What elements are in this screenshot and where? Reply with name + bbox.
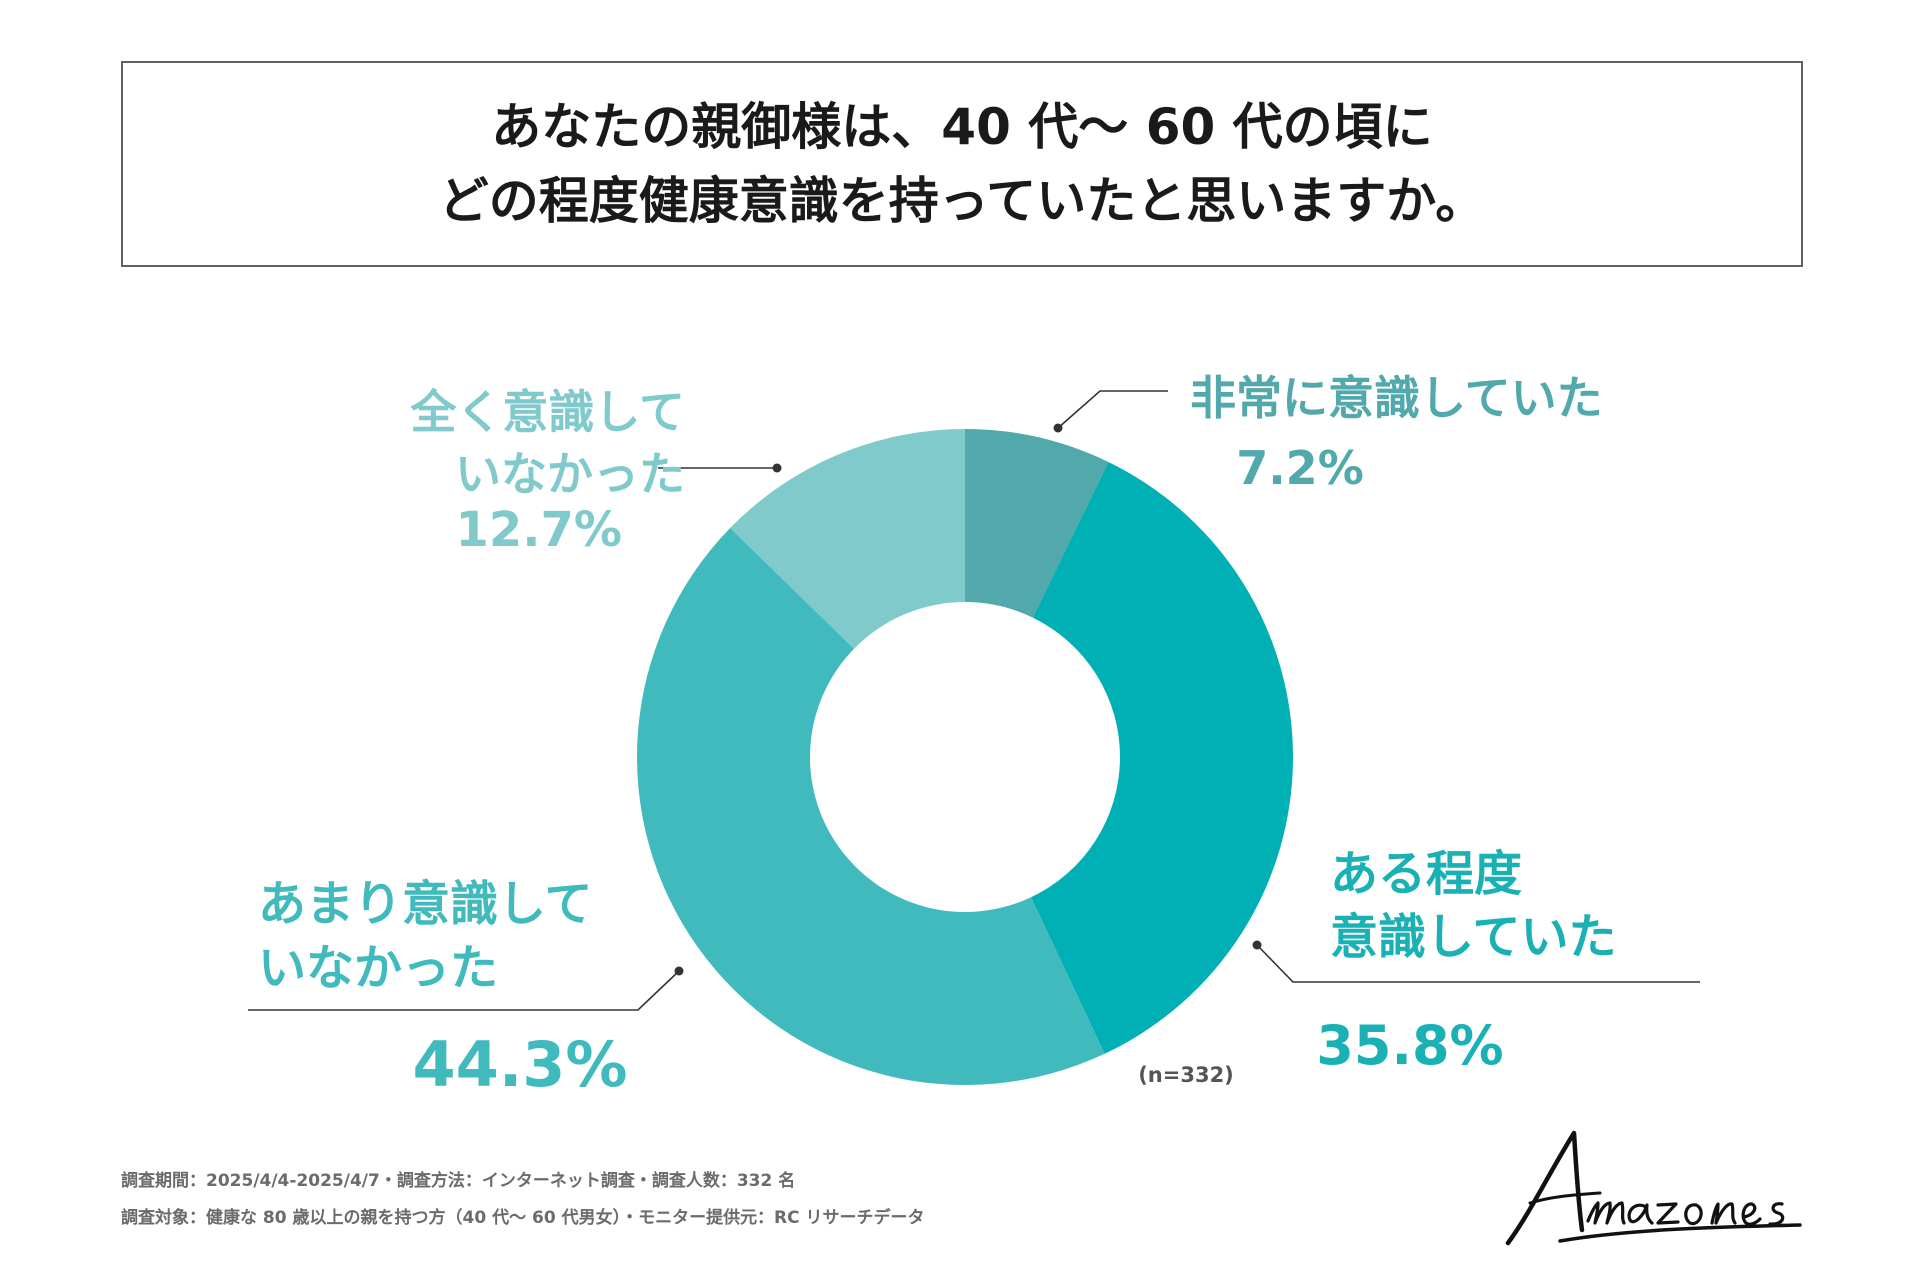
slice-very-conscious	[965, 429, 1109, 618]
slice-not-very-conscious	[637, 528, 1105, 1085]
survey-period-note: 調査期間：2025/4/4-2025/4/7・調査方法：インターネット調査・調査…	[121, 1171, 796, 1191]
chart-title-line-2: どの程度健康意識を持っていたと思いますか。	[438, 172, 1486, 230]
value-very-conscious: 7.2%	[1236, 441, 1364, 495]
label-not-very-conscious: あまり意識していなかった	[258, 876, 593, 996]
survey-target-note: 調査対象：健康な 80 歳以上の親を持つ方（40 代〜 60 代男女）・モニター…	[121, 1208, 925, 1228]
slice-somewhat-conscious	[1030, 461, 1293, 1054]
leader-line-not-conscious-at-all	[658, 463, 782, 473]
label-somewhat-conscious: ある程度意識していた	[1330, 846, 1617, 965]
leader-line-very-conscious	[1053, 390, 1168, 433]
value-somewhat-conscious: 35.8%	[1316, 1014, 1503, 1077]
value-not-very-conscious: 44.3%	[412, 1028, 627, 1101]
slice-not-conscious-at-all	[730, 429, 965, 649]
label-not-conscious-at-all: 全く意識していなかった	[409, 385, 685, 501]
sample-size-note: (n=332)	[1138, 1063, 1234, 1087]
leader-line-not-very-conscious	[248, 966, 684, 1011]
leader-line-somewhat-conscious	[1252, 940, 1700, 983]
label-very-conscious: 非常に意識していた	[1190, 371, 1603, 425]
title-box: あなたの親御様は、40 代〜 60 代の頃に どの程度健康意識を持っていたと思い…	[121, 61, 1803, 267]
value-not-conscious-at-all: 12.7%	[455, 502, 622, 558]
chart-title-line-1: あなたの親御様は、40 代〜 60 代の頃に	[491, 98, 1433, 156]
amazones-logo	[1505, 1130, 1802, 1246]
